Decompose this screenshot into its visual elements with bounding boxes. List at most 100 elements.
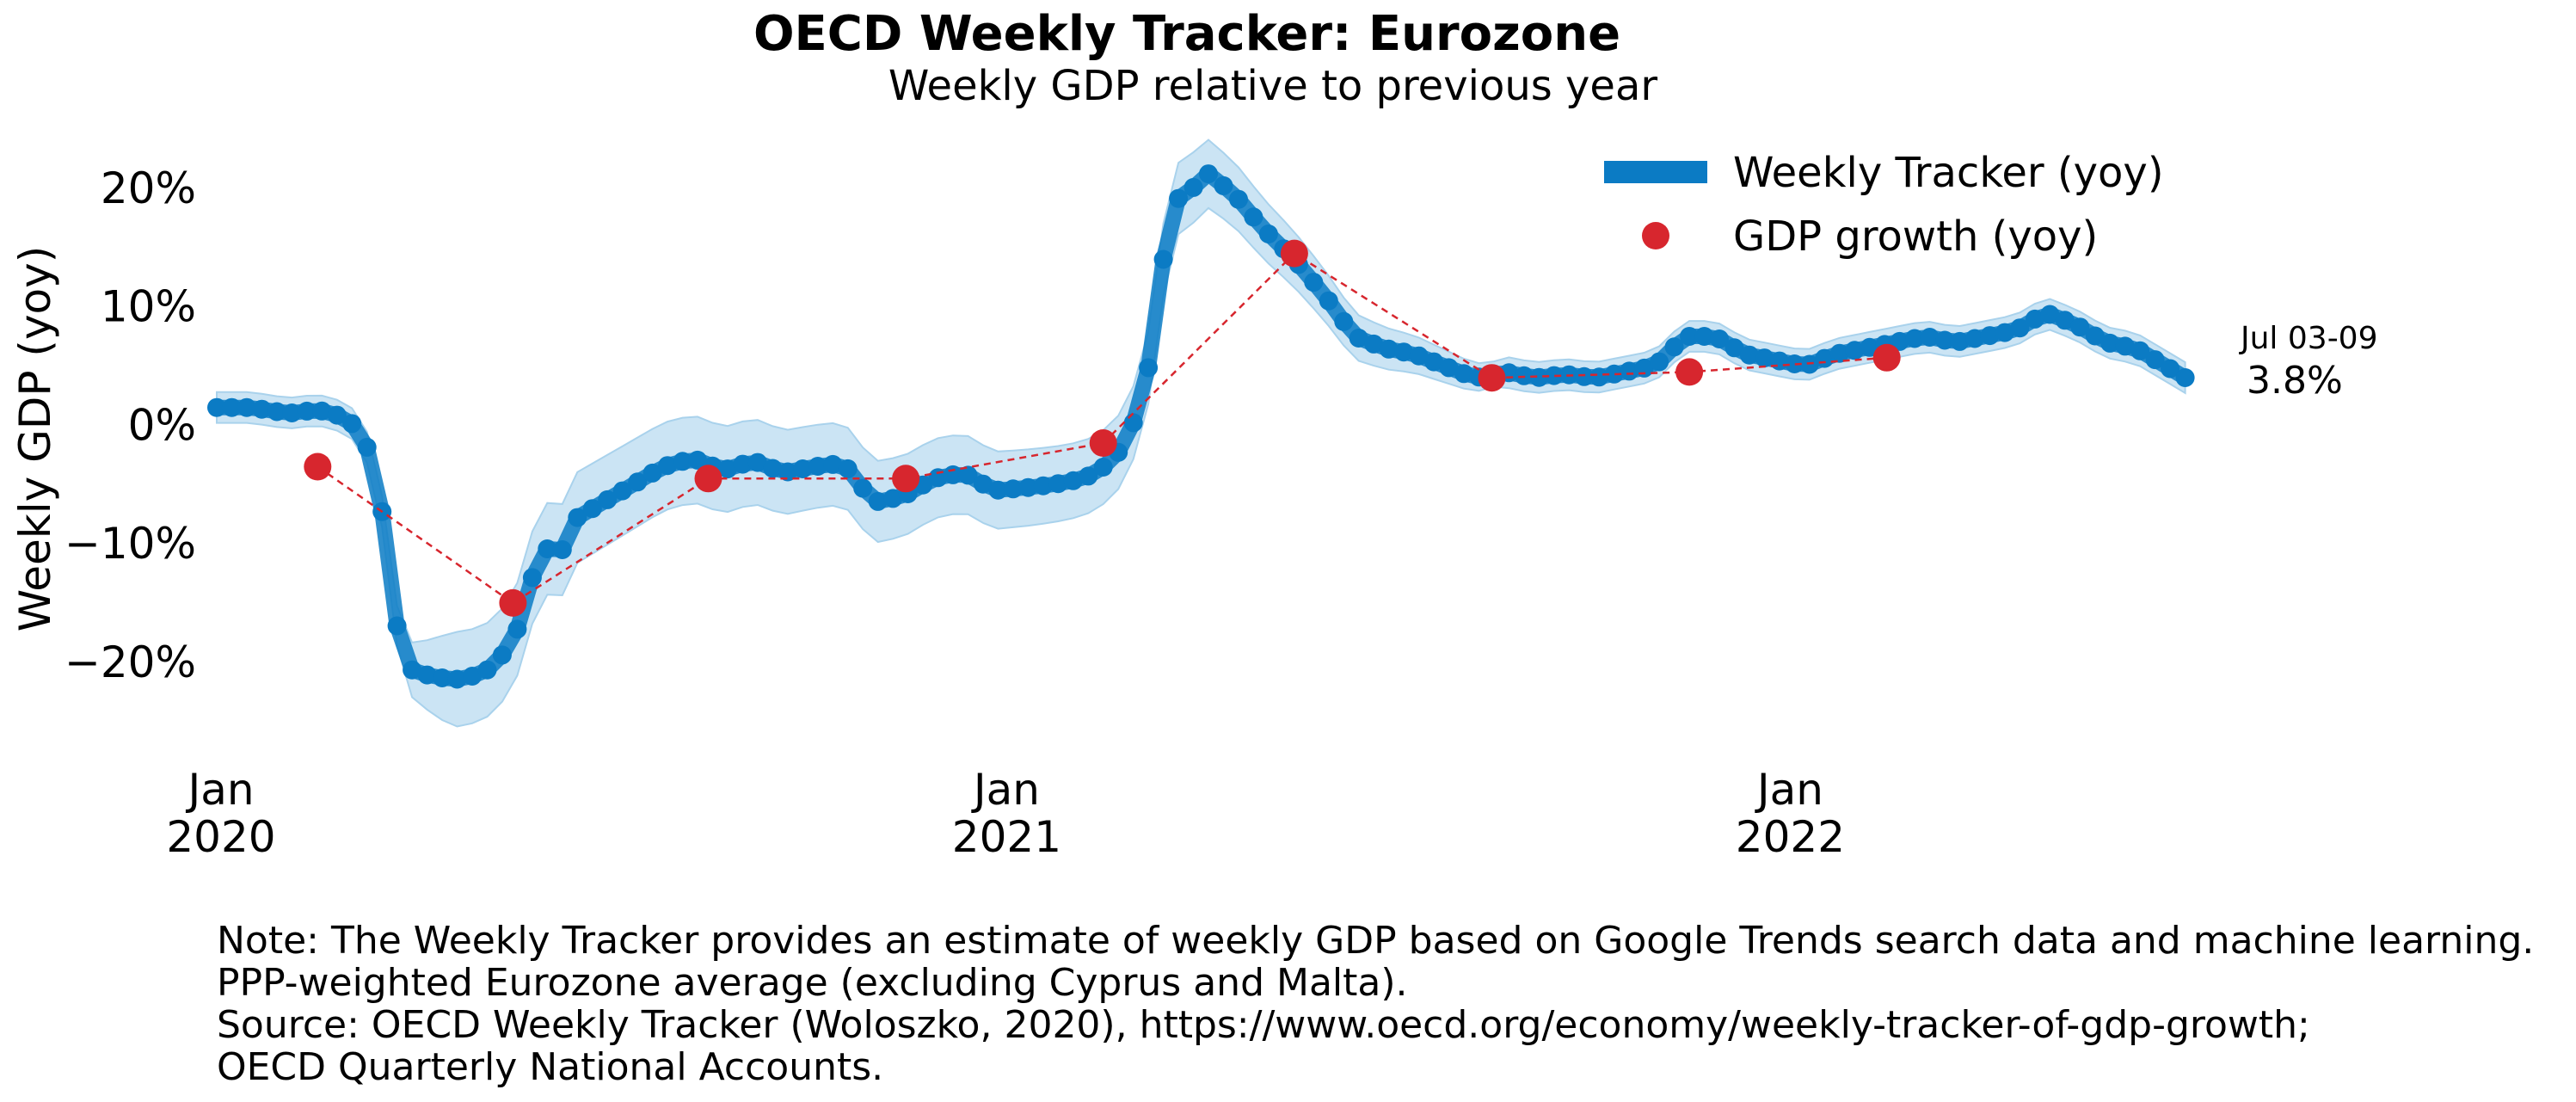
tracker-point [612,481,632,501]
tracker-point [282,403,302,422]
tracker-point [252,399,272,419]
tracker-point [1650,352,1669,372]
tracker-point [1935,330,1955,350]
tracker-point [823,454,843,474]
legend-gdp-swatch [1642,222,1669,249]
tracker-point [2055,311,2075,330]
tracker-point [1829,343,1849,363]
tracker-point [1139,358,1159,378]
tracker-point [492,645,512,665]
gdp-point [1872,343,1901,372]
tracker-point [628,472,648,492]
gdp-point [304,452,332,481]
tracker-point [1003,479,1023,499]
tracker-point [1785,354,1804,373]
gdp-point [892,465,920,493]
tracker-point [463,667,482,686]
tracker-point [642,463,662,483]
tracker-point [1529,367,1549,387]
tracker-point [222,397,242,417]
tracker-point [1890,331,1909,351]
last-value-label: 3.8% [2247,359,2343,403]
tracker-point [1409,346,1429,366]
y-tick-label: 10% [101,282,196,332]
tracker-point [312,401,332,421]
tracker-point [718,459,737,479]
tracker-point [1048,474,1068,494]
tracker-point [1680,327,1700,346]
note-line: PPP-weighted Eurozone average (excluding… [217,961,1408,1005]
tracker-point [2085,326,2105,346]
tracker-point [1544,366,1564,385]
tracker-point [1980,326,2000,346]
tracker-point [958,465,978,485]
tracker-point [2100,333,2120,353]
tracker-point [1319,291,1338,311]
tracker-point [2070,317,2090,337]
x-tick-month: Jan [1755,765,1823,815]
x-tick-year: 2022 [1736,812,1845,862]
y-tick-label: −20% [65,637,196,687]
chart-subtitle: Weekly GDP relative to previous year [888,62,1657,110]
x-tick-month: Jan [971,765,1040,815]
gdp-point [1089,429,1117,457]
last-week-label: Jul 03-09 [2239,321,2378,356]
tracker-point [1169,188,1189,208]
tracker-point [387,616,407,636]
tracker-point [267,402,286,422]
y-axis-ticks: 20% 10% 0% −10% −20% [65,163,196,687]
tracker-point [1334,311,1354,331]
x-tick-month: Jan [185,765,254,815]
tracker-point [883,489,903,508]
gdp-point [1675,358,1704,386]
y-tick-label: 20% [101,163,196,213]
tracker-point [1079,466,1098,486]
chart-title: OECD Weekly Tracker: Eurozone [753,6,1620,62]
tracker-point [1199,164,1218,184]
tracker-point [793,459,813,478]
tracker-point [1694,327,1714,346]
y-axis-label: Weekly GDP (yoy) [10,246,60,631]
footnotes: Note: The Weekly Tracker provides an est… [217,919,2534,1089]
tracker-point [688,450,707,470]
legend: Weekly Tracker (yoy) GDP growth (yoy) [1604,149,2164,261]
legend-tracker-label: Weekly Tracker (yoy) [1733,149,2164,197]
tracker-point [1454,364,1473,384]
tracker-point [673,452,692,471]
tracker-point [357,437,377,457]
tracker-point [1364,334,1384,354]
tracker-point [853,478,873,498]
y-tick-label: 0% [128,400,196,450]
tracker-point [327,405,347,425]
tracker-point [1379,339,1399,359]
tracker-point [552,540,572,559]
tracker-point [763,459,783,478]
tracker-point [1033,476,1053,496]
tracker-point [868,491,888,511]
tracker-point [2145,350,2165,370]
tracker-point [447,669,467,689]
tracker-point [207,397,226,417]
note-line: Note: The Weekly Tracker provides an est… [217,919,2534,963]
tracker-point [1439,358,1459,378]
tracker-point [1514,366,1534,385]
x-tick-year: 2020 [166,812,275,862]
tracker-point [988,480,1008,500]
tracker-point [522,568,542,588]
tracker-point [1244,207,1263,227]
tracker-point [1845,341,1865,360]
tracker-point [1574,366,1594,386]
tracker-point [1093,458,1113,477]
tracker-point [342,414,362,434]
tracker-point [1950,331,1970,351]
tracker-point [237,397,256,417]
tracker-point [568,508,587,527]
tracker-point [1739,345,1759,365]
tracker-point [2115,336,2135,356]
tracker-point [1123,413,1143,433]
tracker-point [433,668,452,687]
tracker-point [1755,348,1774,368]
source-line: Source: OECD Weekly Tracker (Woloszko, 2… [217,1003,2310,1047]
